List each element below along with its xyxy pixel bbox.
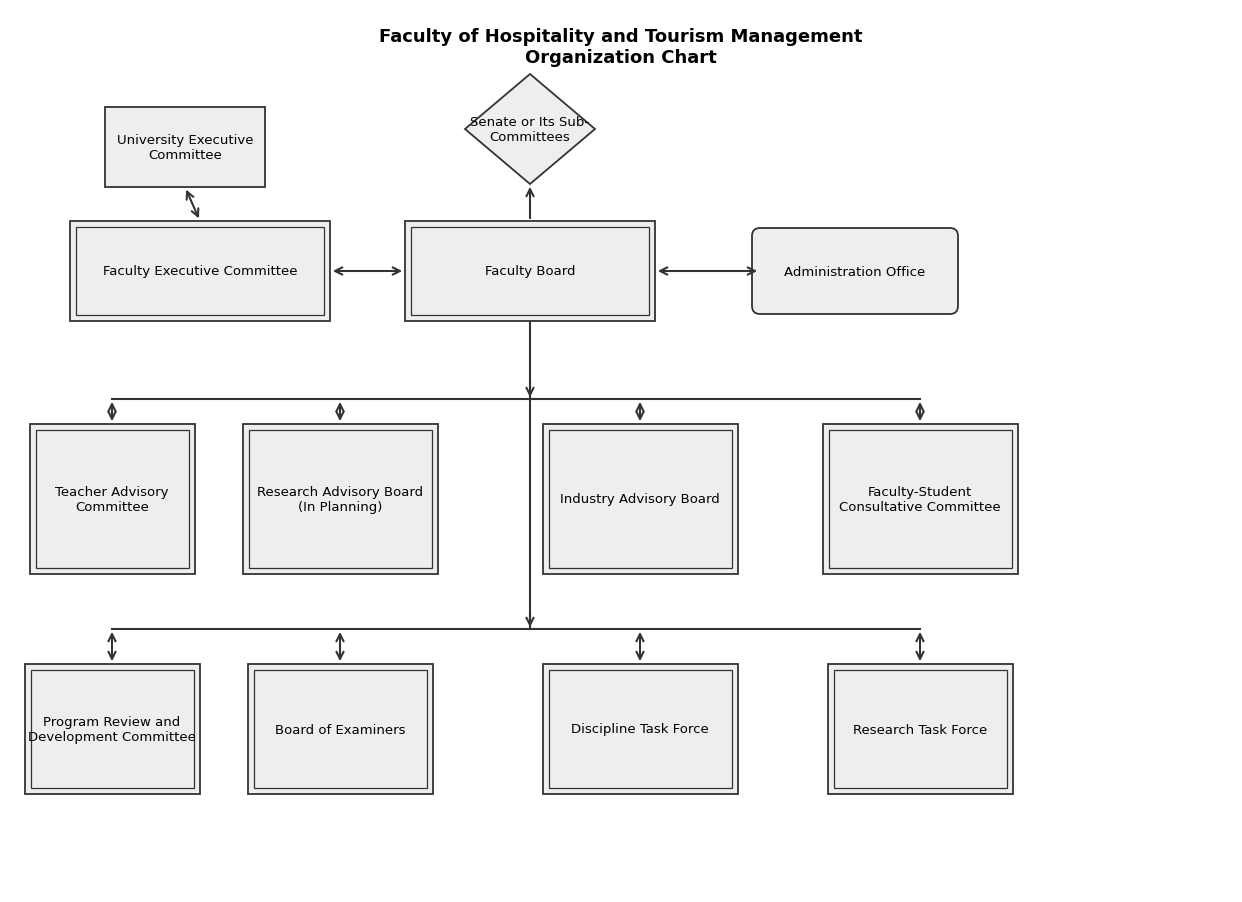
Text: Faculty-Student
Consultative Committee: Faculty-Student Consultative Committee — [840, 485, 1001, 513]
Text: Senate or Its Sub-
Committees: Senate or Its Sub- Committees — [471, 115, 590, 143]
Polygon shape — [465, 75, 595, 185]
Text: Faculty of Hospitality and Tourism Management
Organization Chart: Faculty of Hospitality and Tourism Manag… — [379, 28, 863, 67]
Text: Program Review and
Development Committee: Program Review and Development Committee — [29, 715, 196, 743]
FancyBboxPatch shape — [405, 222, 655, 322]
FancyBboxPatch shape — [543, 425, 738, 575]
Text: Teacher Advisory
Committee: Teacher Advisory Committee — [55, 485, 169, 513]
Text: Research Task Force: Research Task Force — [853, 723, 987, 736]
Text: Faculty Executive Committee: Faculty Executive Committee — [103, 265, 297, 278]
FancyBboxPatch shape — [70, 222, 330, 322]
FancyBboxPatch shape — [30, 425, 195, 575]
Text: Discipline Task Force: Discipline Task Force — [571, 723, 709, 736]
Text: Board of Examiners: Board of Examiners — [274, 723, 405, 736]
Text: Administration Office: Administration Office — [785, 265, 925, 278]
Text: University Executive
Committee: University Executive Committee — [117, 133, 253, 161]
FancyBboxPatch shape — [247, 664, 432, 794]
FancyBboxPatch shape — [106, 108, 265, 188]
FancyBboxPatch shape — [827, 664, 1012, 794]
FancyBboxPatch shape — [242, 425, 437, 575]
FancyBboxPatch shape — [822, 425, 1017, 575]
Text: Research Advisory Board
(In Planning): Research Advisory Board (In Planning) — [257, 485, 424, 513]
Text: Faculty Board: Faculty Board — [484, 265, 575, 278]
FancyBboxPatch shape — [543, 664, 738, 794]
FancyBboxPatch shape — [25, 664, 200, 794]
Text: Industry Advisory Board: Industry Advisory Board — [560, 493, 720, 506]
FancyBboxPatch shape — [751, 229, 958, 315]
